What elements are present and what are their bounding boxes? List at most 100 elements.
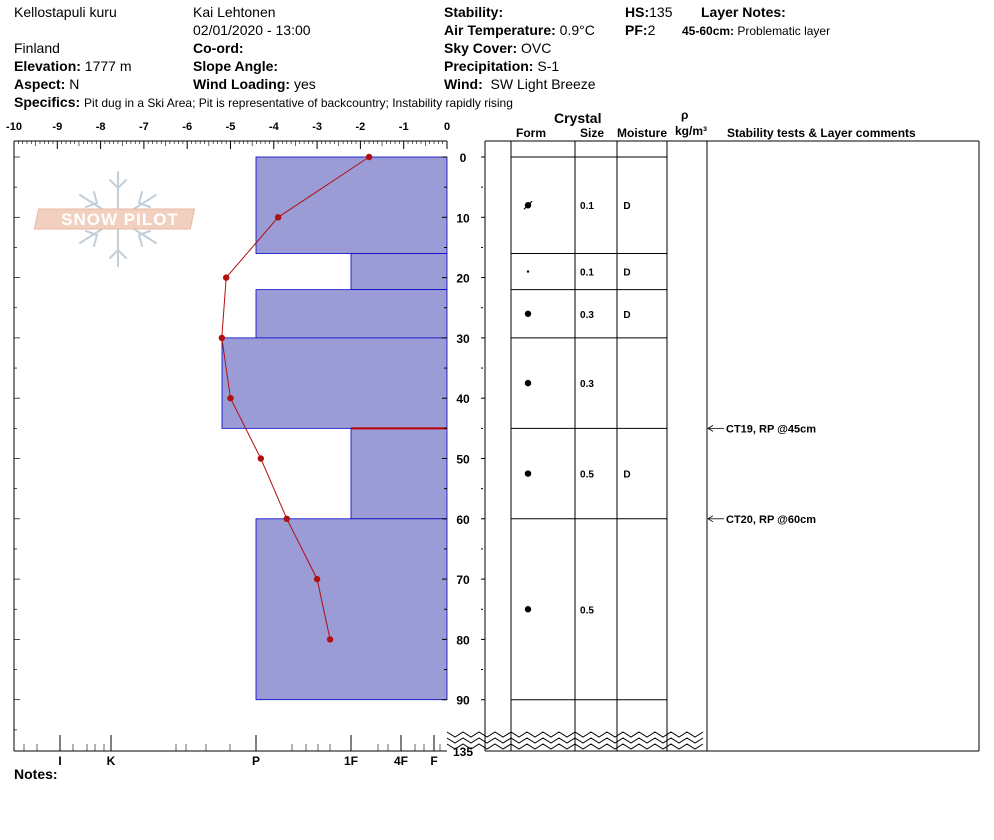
moisture-value: D [623,470,630,481]
grain-size-value: 0.5 [580,470,594,481]
specifics-value: Pit dug in a Ski Area; Pit is representa… [84,96,513,110]
temp-tick-label: -5 [226,121,236,133]
aspect-field: Aspect: N [14,76,79,92]
wind-value: SW Light Breeze [490,76,596,92]
observation-datetime: 02/01/2020 - 13:00 [193,22,311,38]
grain-size-value: 0.5 [580,605,594,616]
temp-tick-label: -4 [269,121,280,133]
precip-value: S-1 [537,58,560,74]
precip-field: Precipitation: S-1 [444,58,559,74]
layer-note: 45-60cm: Problematic layer [682,24,830,38]
crystal-header: Crystal [554,110,602,126]
depth-tick-label: 0 [460,151,467,165]
temperature-point [257,455,265,462]
temp-tick-label: -1 [399,121,409,133]
depth-axis: 0 10 20 30 40 50 60 70 80 90 135 [14,151,485,759]
temp-tick-label: -8 [96,121,106,133]
pf-label: PF: [625,22,648,38]
specifics-label: Specifics: [14,94,81,110]
hardness-tick-label: 1F [344,754,358,768]
wind-loading-field: Wind Loading: yes [193,76,316,92]
temp-tick-label: 0 [444,121,450,133]
temperature-point [326,636,334,643]
temperature-profile [218,153,373,643]
hs-field: HS:135 [625,4,672,20]
wind-label: Wind: [444,76,483,92]
depth-tick-label: 10 [456,211,470,225]
observer-name: Kai Lehtonen [193,4,276,20]
grain-size-value: 0.1 [580,268,594,279]
break-zigzag [446,731,704,738]
air-temp-label: Air Temperature: [444,22,556,38]
sky-cover-value: OVC [521,40,552,56]
temp-tick-label: -10 [6,121,22,133]
density-unit: kg/m³ [675,124,708,138]
depth-tick-label: 20 [456,272,470,286]
depth-break-zigzag [446,731,704,750]
pf-value: 2 [647,22,656,38]
stability-comments-header: Stability tests & Layer comments [727,126,916,140]
moisture-value: D [623,201,630,212]
grain-size-value: 0.1 [580,201,594,212]
depth-break-label: 135 [453,745,473,759]
temp-tick-label: -9 [52,121,62,133]
temperature-point [274,214,282,221]
hardness-layer-bar [350,427,448,520]
hs-value: 135 [649,4,673,20]
temperature-axis: -10 -9 -8 -7 -6 -5 -4 -3 -2 -1 0 [6,121,450,149]
moisture-value: D [623,310,630,321]
layer-table-rows: 0.1 D 0.1 D 0.3 D 0.3 0.5 D 0.5 [511,156,667,701]
country-name: Finland [14,40,60,56]
hardness-tick-label: P [252,754,260,768]
sky-cover-field: Sky Cover: OVC [444,40,551,56]
depth-tick-label: 30 [456,332,470,346]
pf-field: PF:2 [625,22,655,38]
moisture-header: Moisture [617,126,668,140]
hardness-layers [221,156,448,701]
elevation-label: Elevation: [14,58,81,74]
air-temp-field: Air Temperature: 0.9°C [444,22,595,38]
depth-tick-label: 80 [456,633,470,647]
slope-angle-label: Slope Angle: [193,58,279,74]
form-header: Form [516,126,546,140]
temp-tick-label: -6 [182,121,192,133]
depth-tick-label: 40 [456,392,470,406]
hardness-layer-bar [221,337,448,429]
grain-size-value: 0.3 [580,310,594,321]
aspect-label: Aspect: [14,76,66,92]
wind-loading-label: Wind Loading: [193,76,291,92]
break-zigzag [446,743,704,750]
depth-tick-label: 60 [456,513,470,527]
snowpilot-logo: SNOW PILOT [33,171,196,267]
depth-tick-label: 50 [456,453,470,467]
elevation-value: 1777 m [84,58,132,74]
layer-note-text: Problematic layer [737,24,831,38]
coord-label: Co-ord: [193,40,244,56]
notes-label: Notes: [14,766,58,782]
layer-note-range: 45-60cm: [682,24,735,38]
grain-form-icon [524,310,532,317]
hardness-tick-label: I [58,754,61,768]
temperature-point [218,334,226,342]
layer-notes-label: Layer Notes: [701,4,786,20]
temperature-point [227,395,234,402]
hardness-layer-bar [255,289,448,339]
temperature-point [222,274,230,281]
grain-form-icon [526,270,530,273]
temp-tick-label: -3 [312,121,322,133]
grain-form-icon [524,379,532,387]
hs-label: HS: [625,4,650,20]
logo-text: SNOW PILOT [61,210,179,229]
hardness-tick-label: 4F [394,754,408,768]
size-header: Size [580,126,605,140]
grain-form-icon [524,470,532,477]
hardness-tick-label: F [430,754,437,768]
stability-label: Stability: [444,4,504,20]
hardness-axis: I K P 1F 4F F [23,735,441,768]
temp-tick-label: -7 [139,121,149,133]
hardness-layer-bar [350,253,448,291]
air-temp-value: 0.9°C [559,22,595,38]
location-name: Kellostapuli kuru [14,4,117,20]
break-zigzag [446,737,704,744]
